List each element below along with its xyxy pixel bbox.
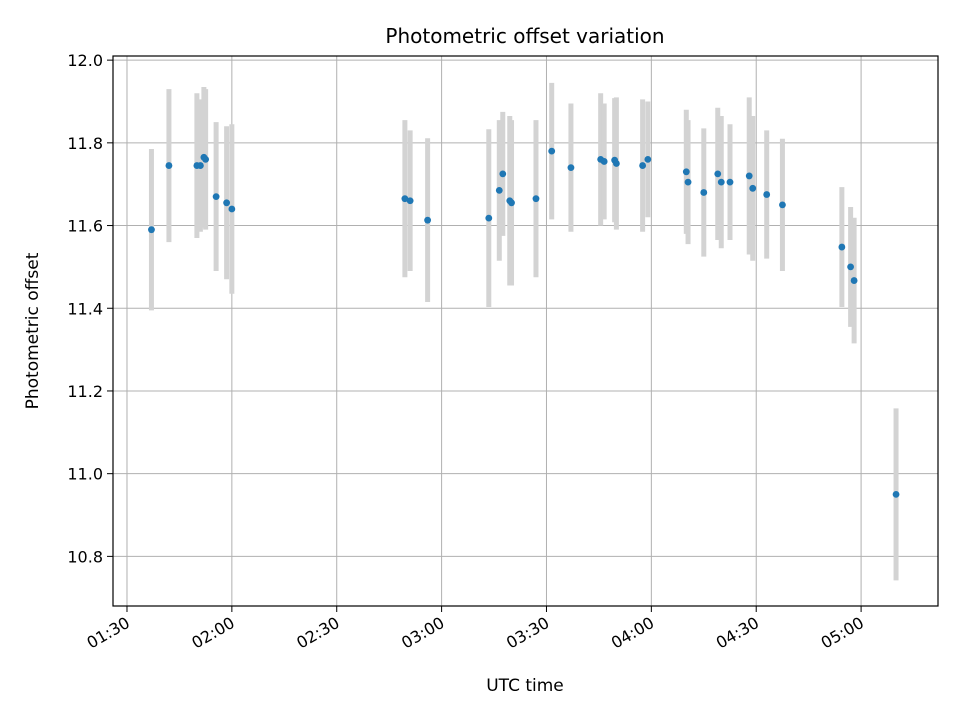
data-point [850,277,858,284]
data-point [202,155,210,163]
y-axis-title: Photometric offset [23,252,43,409]
x-axis-title: UTC time [486,676,564,696]
data-point [749,184,757,192]
grid [113,56,938,606]
data-points [148,147,900,498]
data-point [424,216,432,224]
data-point [612,160,620,167]
data-point [485,214,493,222]
data-point [165,162,173,169]
data-point [212,193,220,201]
data-point [600,158,608,165]
chart-title: Photometric offset variation [385,24,664,48]
data-point [223,199,231,207]
data-point [847,263,855,271]
data-point [684,178,692,186]
data-point [196,162,204,169]
data-point [508,199,515,207]
data-point [700,189,708,196]
data-point [406,197,414,205]
y-axis: 10.8 11.0 11.2 11.4 11.6 11.8 12.0 [67,51,113,566]
data-point [644,155,652,163]
data-point [532,195,540,203]
y-tick-label: 11.6 [67,217,103,236]
data-point [838,243,846,251]
y-tick-label: 12.0 [67,51,103,70]
data-point [401,195,409,203]
data-point [499,170,507,178]
data-point [779,201,786,209]
data-point [892,490,900,498]
data-point [639,162,647,169]
data-point [682,168,690,176]
data-point [714,170,722,178]
plot-frame [112,55,939,607]
y-tick-label: 10.8 [67,547,103,566]
data-point [726,178,734,186]
data-point [717,178,725,186]
y-tick-label: 11.2 [67,382,103,401]
data-point [148,226,155,234]
data-point [495,186,503,194]
data-point [567,164,575,172]
y-tick-label: 11.4 [67,299,103,318]
y-tick-label: 11.0 [67,465,103,484]
data-point [228,205,236,213]
data-point [548,147,556,155]
y-tick-label: 11.8 [67,134,103,153]
data-point [763,191,771,198]
data-point [745,172,753,180]
